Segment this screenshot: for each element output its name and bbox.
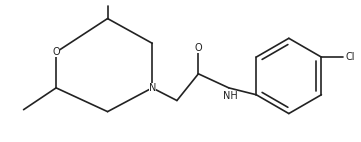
Text: Cl: Cl	[345, 52, 355, 62]
Text: O: O	[195, 43, 202, 53]
Text: N: N	[149, 83, 156, 93]
Text: NH: NH	[223, 91, 238, 101]
Text: O: O	[52, 47, 60, 57]
